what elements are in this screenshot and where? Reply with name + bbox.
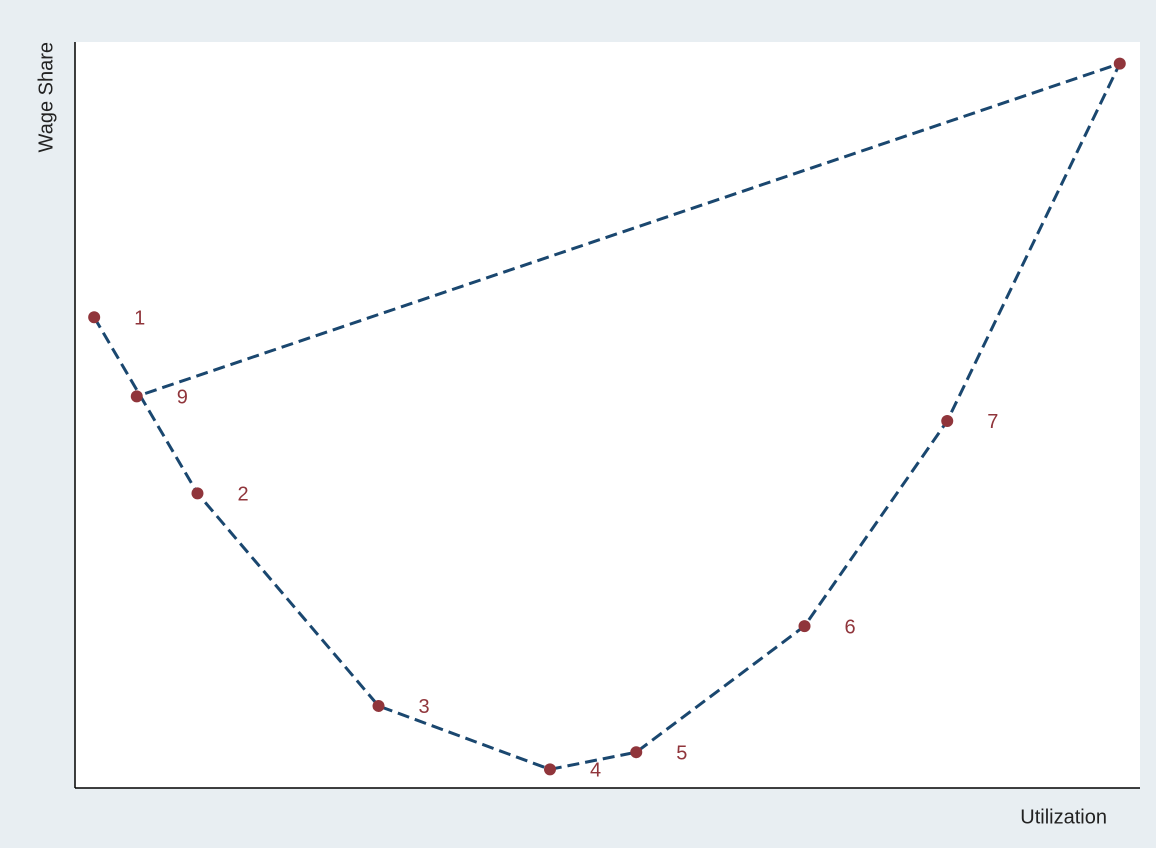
point-label: 3 xyxy=(419,696,430,718)
point-label: 2 xyxy=(237,484,248,506)
marker xyxy=(630,746,643,759)
point-label: 5 xyxy=(676,742,687,764)
marker xyxy=(798,620,811,633)
marker xyxy=(372,699,385,712)
marker xyxy=(191,487,204,500)
point-label: 6 xyxy=(845,616,856,638)
plot-area xyxy=(75,42,1140,788)
marker xyxy=(130,390,143,403)
marker xyxy=(941,414,954,427)
marker xyxy=(88,311,101,324)
marker xyxy=(543,763,556,776)
y-axis-title: Wage Share xyxy=(35,42,57,152)
point-label: 9 xyxy=(177,387,188,409)
marker xyxy=(1113,57,1126,70)
point-label: 7 xyxy=(987,411,998,433)
x-axis-title: Utilization xyxy=(1020,806,1107,828)
line xyxy=(92,61,1123,771)
point-label: 4 xyxy=(590,760,601,782)
point-label: 1 xyxy=(134,308,145,330)
